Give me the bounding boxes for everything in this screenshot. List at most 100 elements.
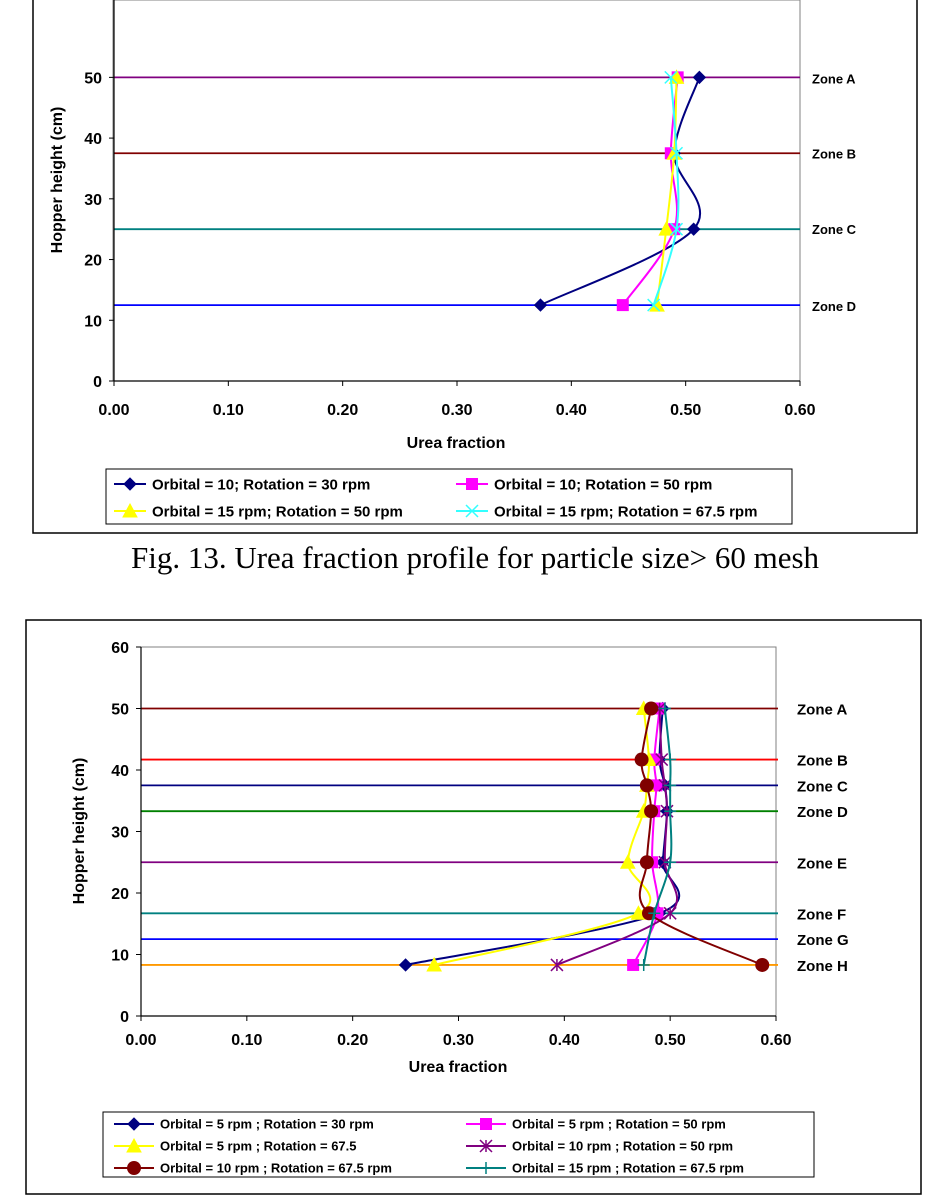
legend-marker (479, 1139, 493, 1153)
zone-label: Zone H (797, 958, 848, 975)
x-tick-label: 0.30 (441, 402, 472, 419)
series-line (632, 708, 661, 966)
series-line (656, 77, 678, 306)
data-point (634, 752, 649, 767)
legend-marker (126, 1137, 142, 1153)
data-point (644, 701, 659, 716)
data-point (692, 70, 707, 85)
data-point (616, 299, 629, 312)
zone-label: Zone D (812, 299, 856, 314)
legend-marker (127, 1117, 141, 1131)
data-point (755, 957, 770, 972)
data-point (426, 956, 442, 972)
y-tick-label: 0 (120, 1009, 129, 1026)
x-tick-label: 0.10 (213, 402, 244, 419)
y-tick-label: 30 (111, 825, 129, 842)
zone-label: Zone A (797, 702, 847, 719)
x-tick-label: 0.20 (337, 1032, 368, 1049)
data-point (658, 702, 671, 715)
y-tick-label: 10 (111, 948, 129, 965)
data-point (664, 779, 677, 792)
chart-2-legend (102, 1111, 815, 1178)
chart-2-x-axis-label: Urea fraction (409, 1059, 508, 1076)
series-line (433, 708, 652, 966)
x-tick-label: 0.50 (670, 402, 701, 419)
chart-2: Zone A Zone B Zone C Zone D Zone E Zone F Zone… (25, 619, 922, 1195)
legend-marker (480, 1118, 492, 1130)
data-point (658, 221, 675, 236)
x-tick-label: 0.00 (125, 1032, 156, 1049)
chart-1-y-axis-label: Hopper height (cm) (49, 107, 66, 254)
data-point (663, 906, 677, 920)
zone-label: Zone F (797, 906, 846, 923)
data-point (619, 854, 636, 869)
y-tick-label: 60 (111, 640, 129, 657)
data-point (664, 70, 678, 84)
x-tick-label: 0.60 (760, 1032, 791, 1049)
zone-label: Zone C (812, 222, 857, 237)
data-point (630, 905, 647, 920)
legend-marker (465, 504, 479, 518)
legend-entry: Orbital = 5 rpm ; Rotation = 50 rpm (512, 1117, 726, 1132)
legend-marker (127, 1161, 141, 1175)
data-point (648, 907, 661, 920)
legend-entry: Orbital = 5 rpm ; Rotation = 30 rpm (160, 1117, 374, 1132)
x-tick-label: 0.60 (784, 402, 815, 419)
series-line (540, 77, 702, 306)
zone-label: Zone B (812, 146, 856, 161)
y-tick-label: 20 (84, 253, 102, 270)
y-tick-label: 40 (111, 763, 129, 780)
chart-1-legend (105, 468, 793, 525)
series-line (652, 77, 680, 306)
chart-1-x-axis-label: Urea fraction (407, 435, 506, 452)
data-point (664, 753, 677, 766)
x-tick-label: 0.10 (231, 1032, 262, 1049)
legend-entry: Orbital = 15 rpm ; Rotation = 67.5 rpm (512, 1161, 744, 1176)
zone-label: Zone G (797, 932, 849, 949)
data-point (650, 779, 663, 792)
y-tick-label: 20 (111, 886, 129, 903)
y-tick-label: 50 (84, 70, 102, 87)
chart-1-frame (32, 0, 918, 534)
series-line (638, 708, 763, 966)
legend-entry: Orbital = 5 rpm ; Rotation = 67.5 (160, 1139, 357, 1154)
chart-1: Zone A Zone B Zone C Zone D 0.00 0.10 0.20 0.3… (32, 0, 918, 534)
legend-entry: Orbital = 10 rpm ; Rotation = 50 rpm (512, 1139, 733, 1154)
data-point (655, 753, 669, 767)
legend-marker (466, 478, 478, 490)
data-point (664, 856, 677, 869)
data-point (647, 298, 661, 312)
legend-marker (122, 502, 138, 518)
chart-2-plot-area (140, 646, 777, 1017)
legend-entry: Orbital = 10; Rotation = 30 rpm (152, 476, 370, 493)
data-point (639, 855, 654, 870)
zone-label: Zone D (797, 804, 848, 821)
data-point (669, 146, 684, 160)
data-point (398, 958, 413, 972)
legend-entry: Orbital = 10; Rotation = 50 rpm (494, 476, 712, 493)
x-tick-label: 0.40 (556, 402, 587, 419)
legend-entry: Orbital = 15 rpm; Rotation = 50 rpm (152, 503, 403, 520)
figure-caption: Fig. 13. Urea fraction profile for parti… (131, 540, 820, 575)
x-tick-label: 0.00 (98, 402, 129, 419)
data-point (669, 222, 684, 236)
data-point (664, 805, 677, 818)
data-point (644, 804, 659, 819)
legend-marker (480, 1162, 492, 1174)
x-tick-label: 0.40 (549, 1032, 580, 1049)
data-point (686, 222, 701, 236)
zone-label: Zone B (797, 753, 848, 770)
legend-marker (123, 477, 137, 491)
zone-label: Zone C (797, 778, 848, 795)
data-point (550, 958, 564, 972)
x-tick-label: 0.20 (327, 402, 358, 419)
data-point (639, 778, 654, 793)
y-tick-label: 0 (93, 374, 102, 391)
series-line (405, 708, 681, 966)
y-tick-label: 50 (111, 702, 129, 719)
x-tick-label: 0.50 (655, 1032, 686, 1049)
series-line (621, 77, 679, 306)
chart-2-y-axis-label: Hopper height (cm) (71, 758, 88, 905)
legend-entry: Orbital = 15 rpm; Rotation = 67.5 rpm (494, 503, 757, 520)
